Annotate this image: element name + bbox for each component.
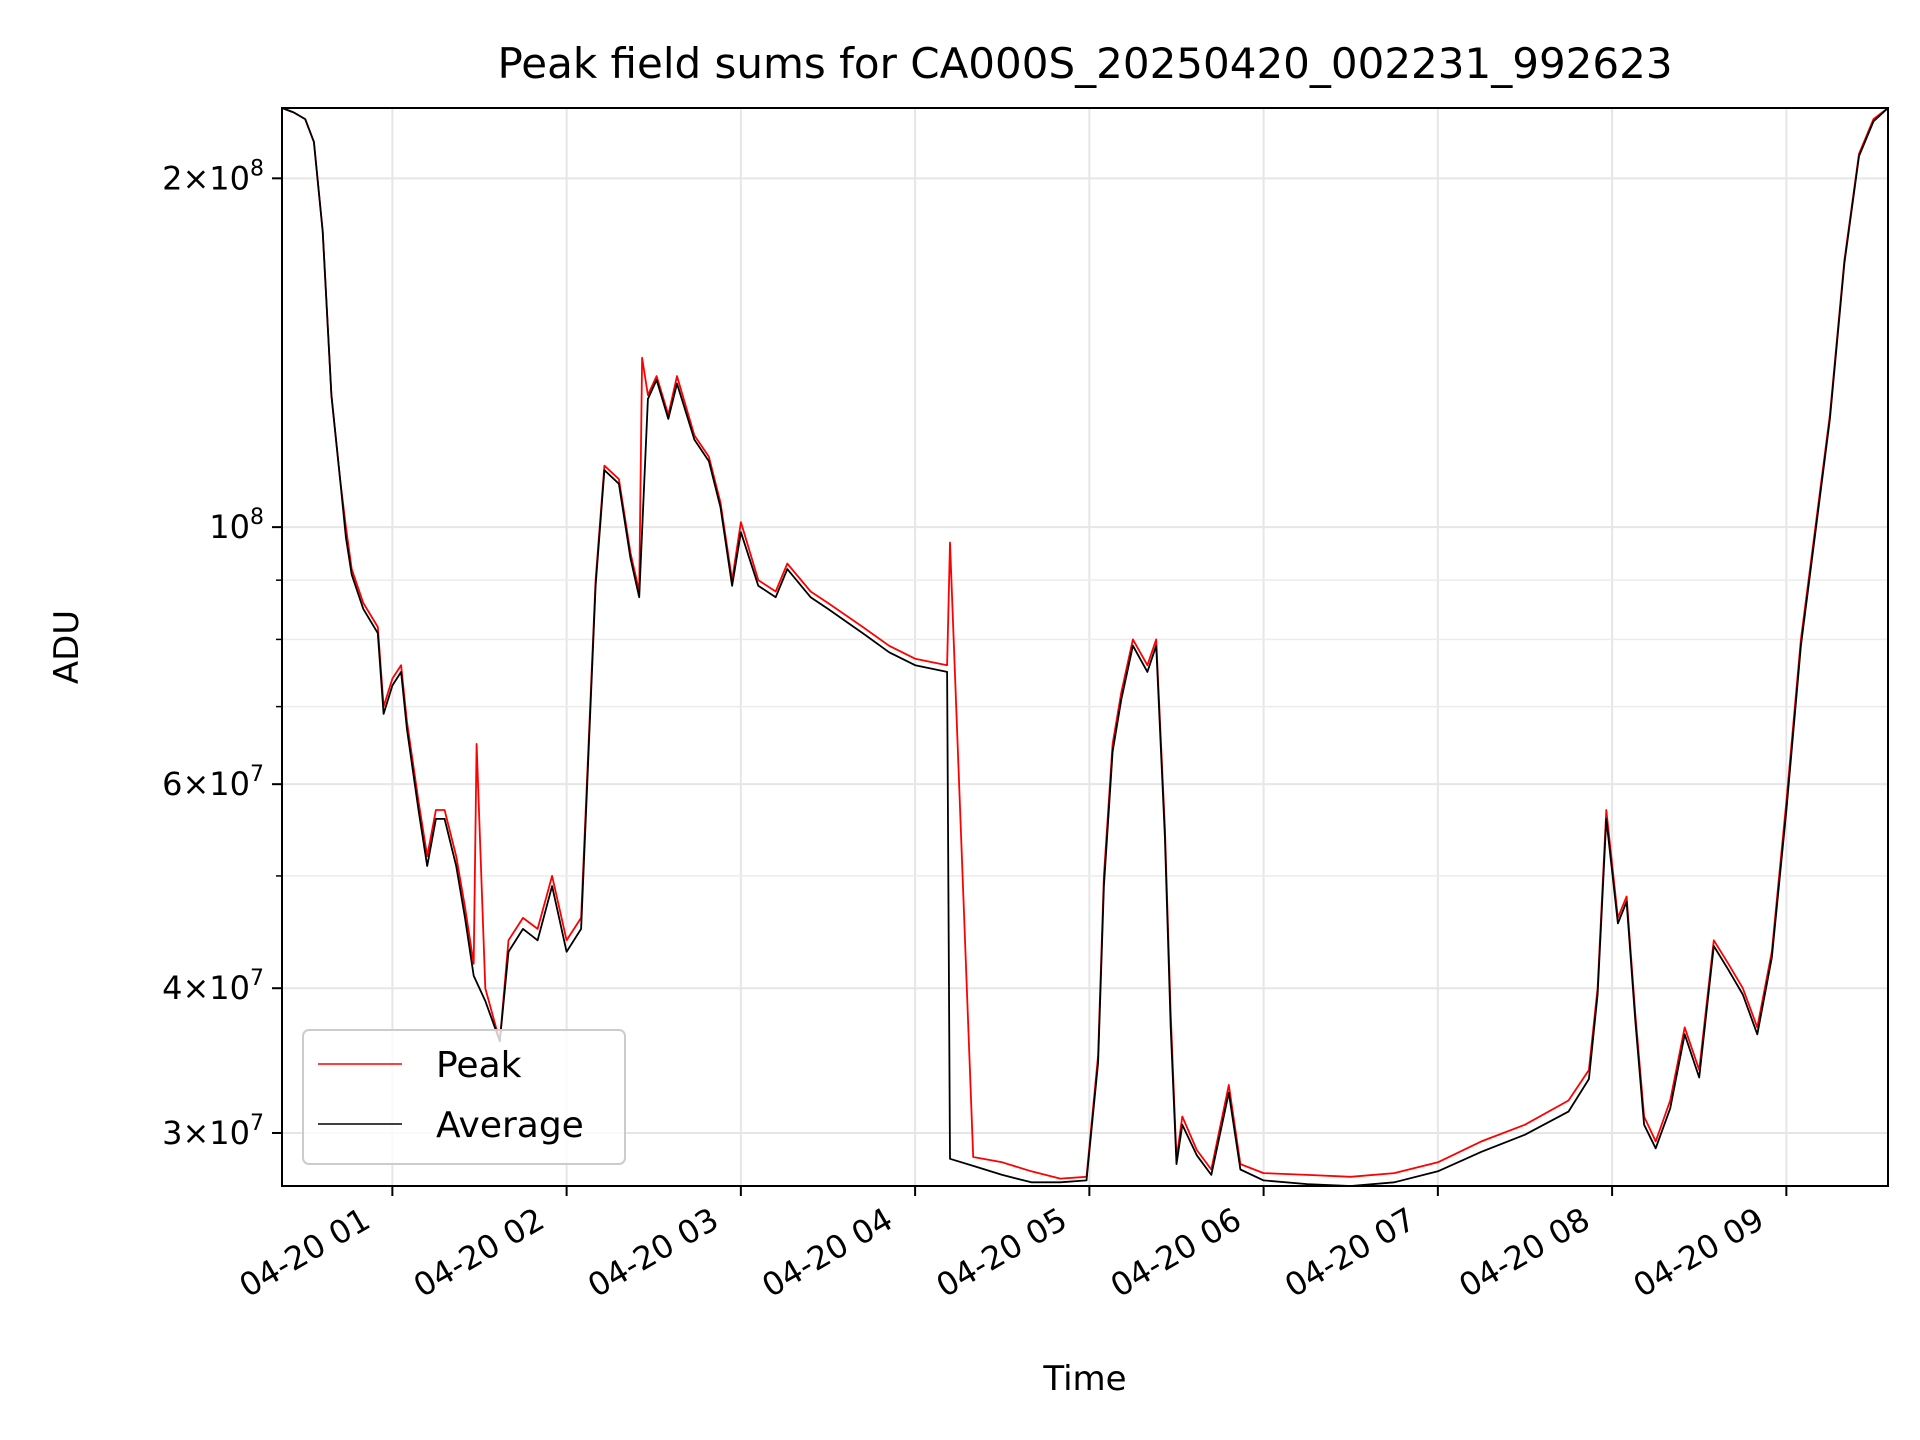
x-tick-label: 04-20 05 bbox=[930, 1200, 1074, 1305]
series-line-peak bbox=[281, 107, 1889, 1180]
y-tick-label: 2×108 bbox=[162, 156, 264, 197]
y-tick-label: 6×107 bbox=[162, 762, 264, 803]
x-tick-label: 04-20 04 bbox=[756, 1200, 900, 1305]
x-tick-label: 04-20 03 bbox=[581, 1200, 725, 1305]
x-tick-label: 04-20 01 bbox=[233, 1200, 377, 1305]
legend: Peak Average bbox=[302, 1029, 626, 1165]
legend-label-peak: Peak bbox=[436, 1045, 522, 1086]
y-axis-label: ADU bbox=[47, 610, 87, 684]
x-tick-label: 04-20 06 bbox=[1104, 1200, 1248, 1305]
series-lines bbox=[281, 107, 1889, 1187]
series-line-average bbox=[281, 107, 1889, 1187]
x-tick-label: 04-20 07 bbox=[1278, 1200, 1422, 1305]
y-tick-label: 108 bbox=[209, 505, 264, 546]
chart-title: Peak field sums for CA000S_20250420_0022… bbox=[497, 39, 1672, 88]
plot-frame bbox=[281, 107, 1889, 1187]
grid bbox=[282, 108, 1888, 1186]
x-tick-label: 04-20 08 bbox=[1453, 1200, 1597, 1305]
y-tick-label: 3×107 bbox=[162, 1111, 264, 1152]
x-tick-label: 04-20 02 bbox=[407, 1200, 551, 1305]
legend-label-average: Average bbox=[436, 1105, 584, 1146]
x-axis-ticks: 04-20 01 04-20 02 04-20 03 04-20 04 04-20 05… bbox=[233, 1186, 1788, 1305]
y-tick-label: 4×107 bbox=[162, 966, 264, 1007]
x-tick-label: 04-20 09 bbox=[1627, 1200, 1771, 1305]
x-axis-label: Time bbox=[1042, 1359, 1126, 1399]
y-axis-ticks: 3×107 4×107 6×107 108 2×108 bbox=[162, 156, 282, 1152]
